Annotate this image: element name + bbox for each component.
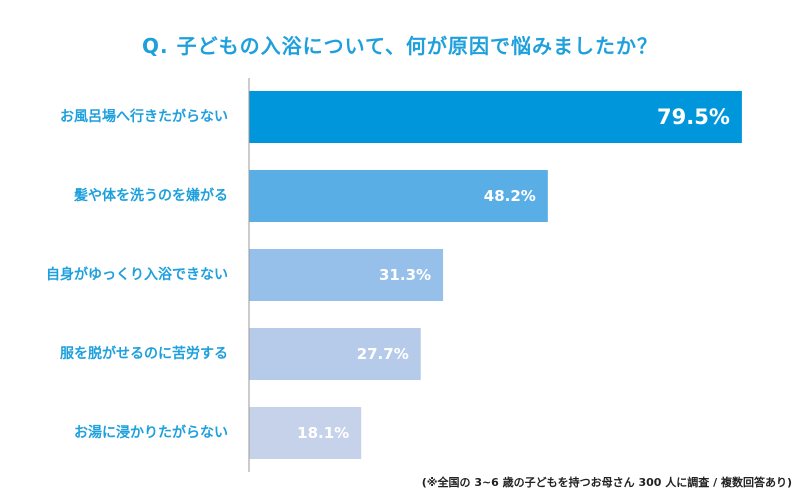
bar-2: [249, 170, 548, 222]
value-label-5: 18.1%: [297, 424, 349, 442]
category-label-5: お湯に浸かりたがらない: [74, 424, 228, 441]
bar-3: [249, 249, 444, 301]
category-label-4: 服を脱がせるのに苦労する: [60, 345, 228, 362]
value-label-1: 79.5%: [657, 105, 730, 129]
category-labels-group: お風呂場へ行きたがらない髪や体を洗うのを嫌がる自身がゆっくり入浴できない服を脱が…: [46, 108, 228, 441]
chart-title: Q. 子どもの入浴について、何が原因で悩みましたか？: [142, 34, 658, 58]
value-label-3: 31.3%: [379, 266, 431, 284]
bar-5: [249, 407, 362, 459]
category-label-3: 自身がゆっくり入浴できない: [46, 266, 228, 283]
value-labels-group: 79.5% 48.2% 31.3% 27.7% 18.1%: [297, 105, 730, 442]
bar-4: [249, 328, 421, 380]
value-label-2: 48.2%: [484, 187, 536, 205]
bars-group: [249, 91, 742, 459]
bar-1: [249, 91, 742, 143]
value-label-4: 27.7%: [357, 345, 409, 363]
category-label-1: お風呂場へ行きたがらない: [60, 108, 228, 125]
category-label-2: 髪や体を洗うのを嫌がる: [73, 187, 228, 204]
survey-note: (※全国の 3~6 歳の子どもを持つお母さん 300 人に調査 / 複数回答あり…: [421, 476, 792, 489]
